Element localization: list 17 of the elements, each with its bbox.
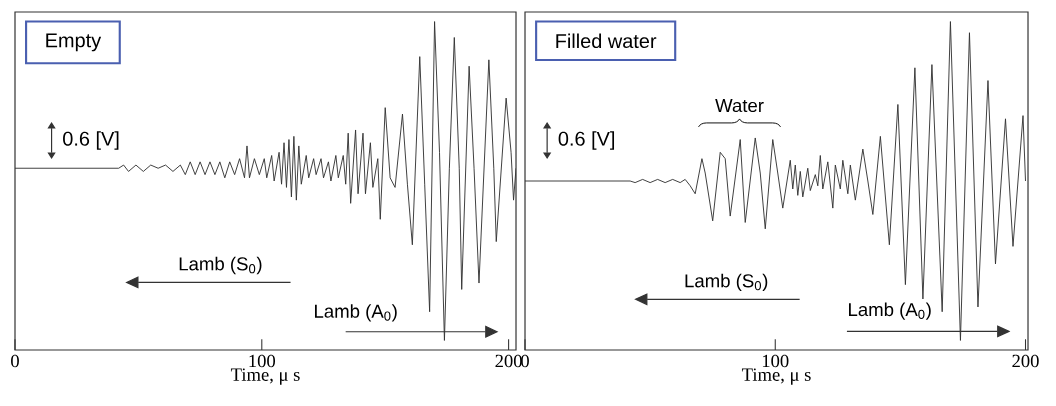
x-axis-title: Time, μ s [741,368,811,385]
x-tick-label: 200 [495,354,522,368]
annotation: Lamb (A$_{0}$) [315,304,397,322]
x-tick-label: 0 [11,354,19,368]
annotation: 0.6 [V] [558,131,615,150]
annotation: Lamb (S$_{0}$) [179,256,262,275]
x-tick-label: 100 [249,354,276,368]
annotation: Water [715,99,764,113]
x-tick-label: 0 [521,354,529,368]
annotation: Lamb (S$_{0}$) [685,273,768,292]
text: Empty [46,33,102,52]
x-tick-label: 100 [762,354,789,368]
x-tick-label: 200 [1012,354,1039,368]
annotation: 0.6 [V] [63,131,119,150]
x-axis-title: Time, μ s [230,368,300,385]
annotation: Lamb (A$_{0}$) [849,302,931,320]
chart-title: Filled water [556,33,657,49]
